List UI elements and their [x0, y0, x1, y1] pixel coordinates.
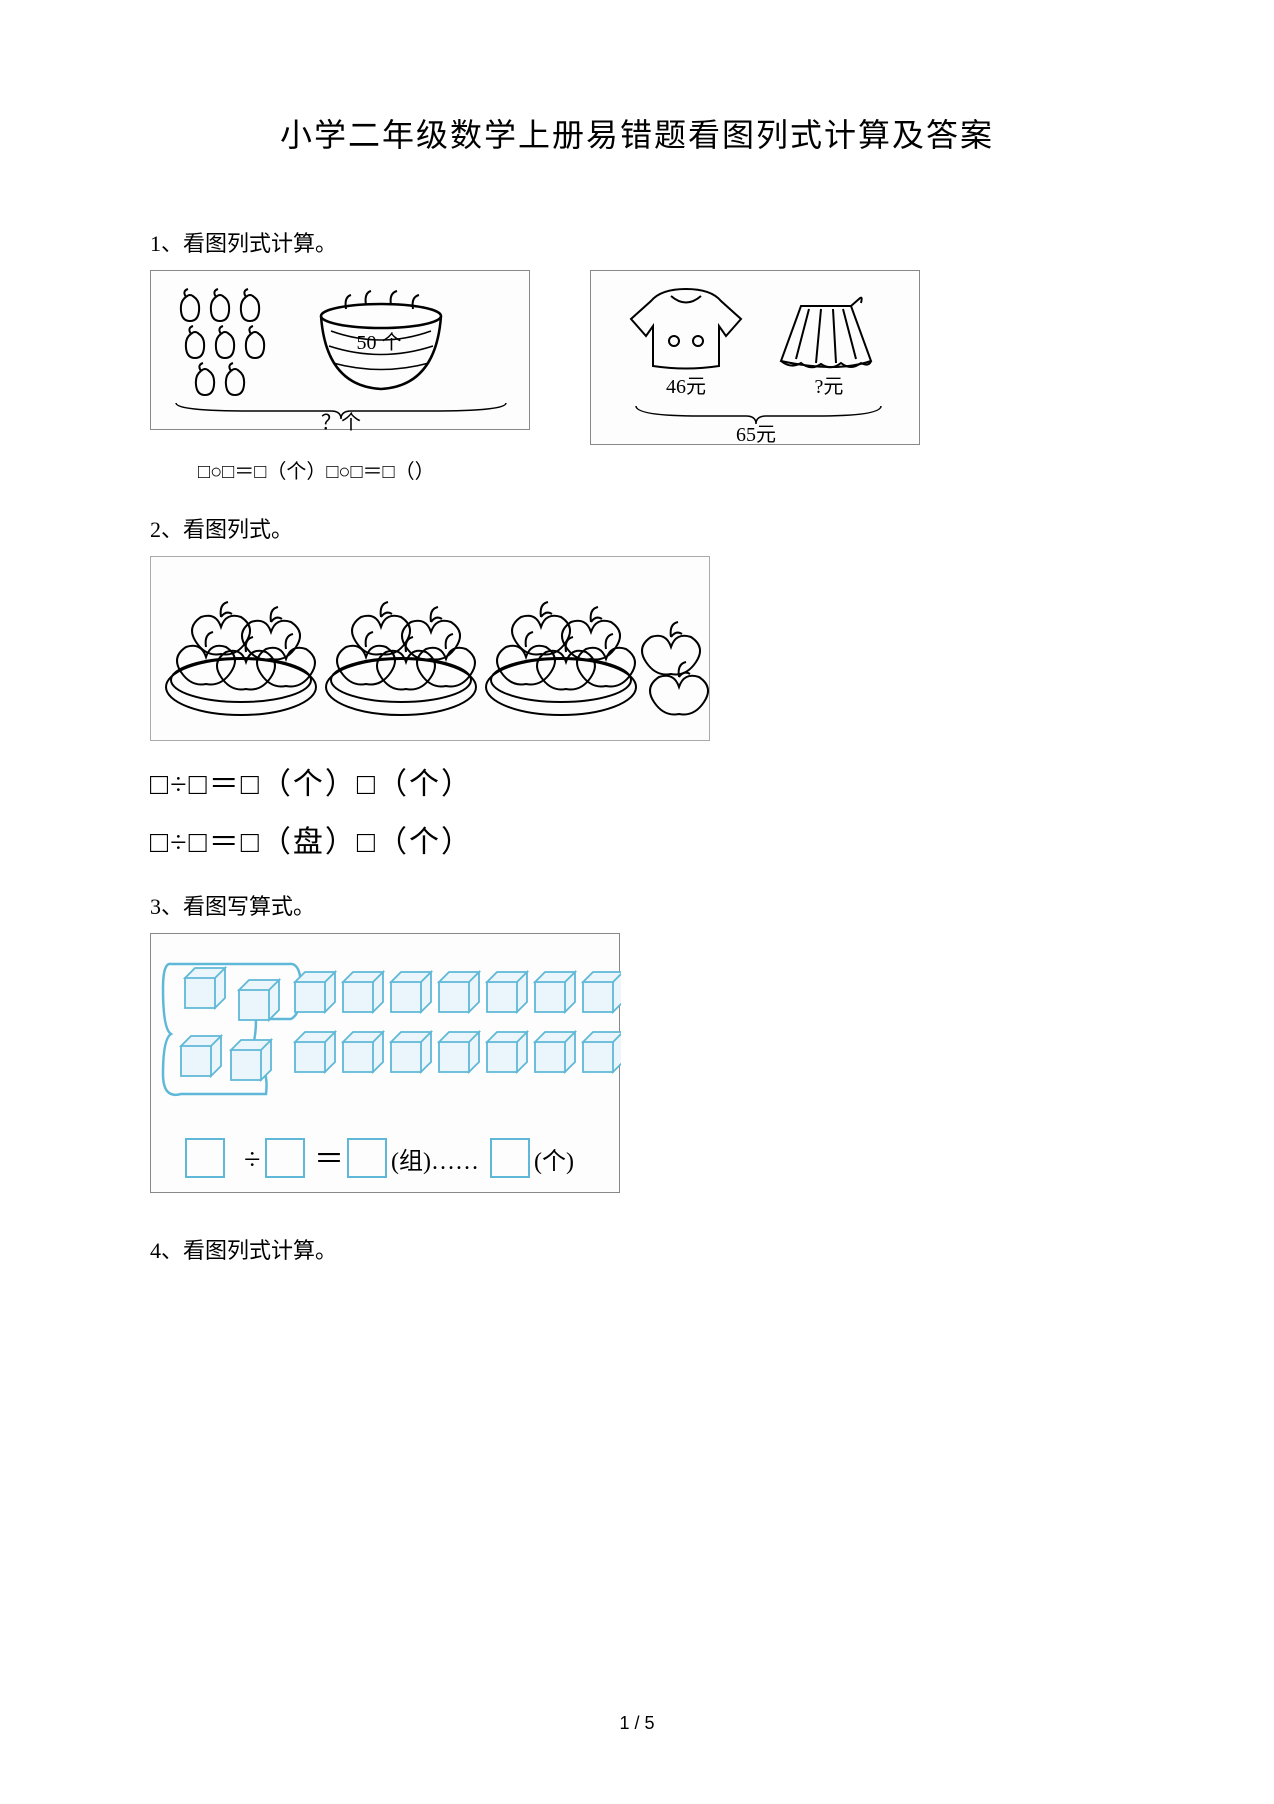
- q1a-question: ？个: [321, 411, 361, 431]
- q3-figure-cubes: ÷ ＝ (组)…… (个): [150, 933, 620, 1193]
- q1-label: 1、看图列式计算。: [150, 226, 1124, 258]
- page-number: 1 / 5: [0, 1713, 1274, 1734]
- basket-label: 50 个: [357, 331, 402, 354]
- q2-formula2: □÷□＝□（盘）□（个）: [150, 817, 1124, 861]
- q3-label: 3、看图写算式。: [150, 889, 1124, 921]
- shirt-price: 46元: [666, 376, 706, 398]
- svg-text:(组)……: (组)……: [391, 1148, 479, 1175]
- q4-label: 4、看图列式计算。: [150, 1233, 1124, 1265]
- svg-text:÷: ÷: [244, 1143, 260, 1176]
- q2-formula1: □÷□＝□（个）□（个）: [150, 759, 1124, 803]
- q1-figure-pears: 50 个 ？个: [150, 270, 530, 430]
- q1-formula: □○□＝□（个）□○□＝□（）: [198, 455, 1124, 484]
- q1-figures-row: 50 个 ？个 46元: [150, 270, 1124, 445]
- q2-label: 2、看图列式。: [150, 512, 1124, 544]
- svg-text:＝: ＝: [314, 1143, 344, 1176]
- skirt-price: ?元: [815, 376, 844, 398]
- svg-text:(个): (个): [534, 1148, 574, 1175]
- total-price: 65元: [736, 424, 776, 446]
- q1-figure-clothes: 46元 ?元 65元: [590, 270, 920, 445]
- q2-figure-apples: [150, 556, 710, 741]
- page-title: 小学二年级数学上册易错题看图列式计算及答案: [150, 110, 1124, 156]
